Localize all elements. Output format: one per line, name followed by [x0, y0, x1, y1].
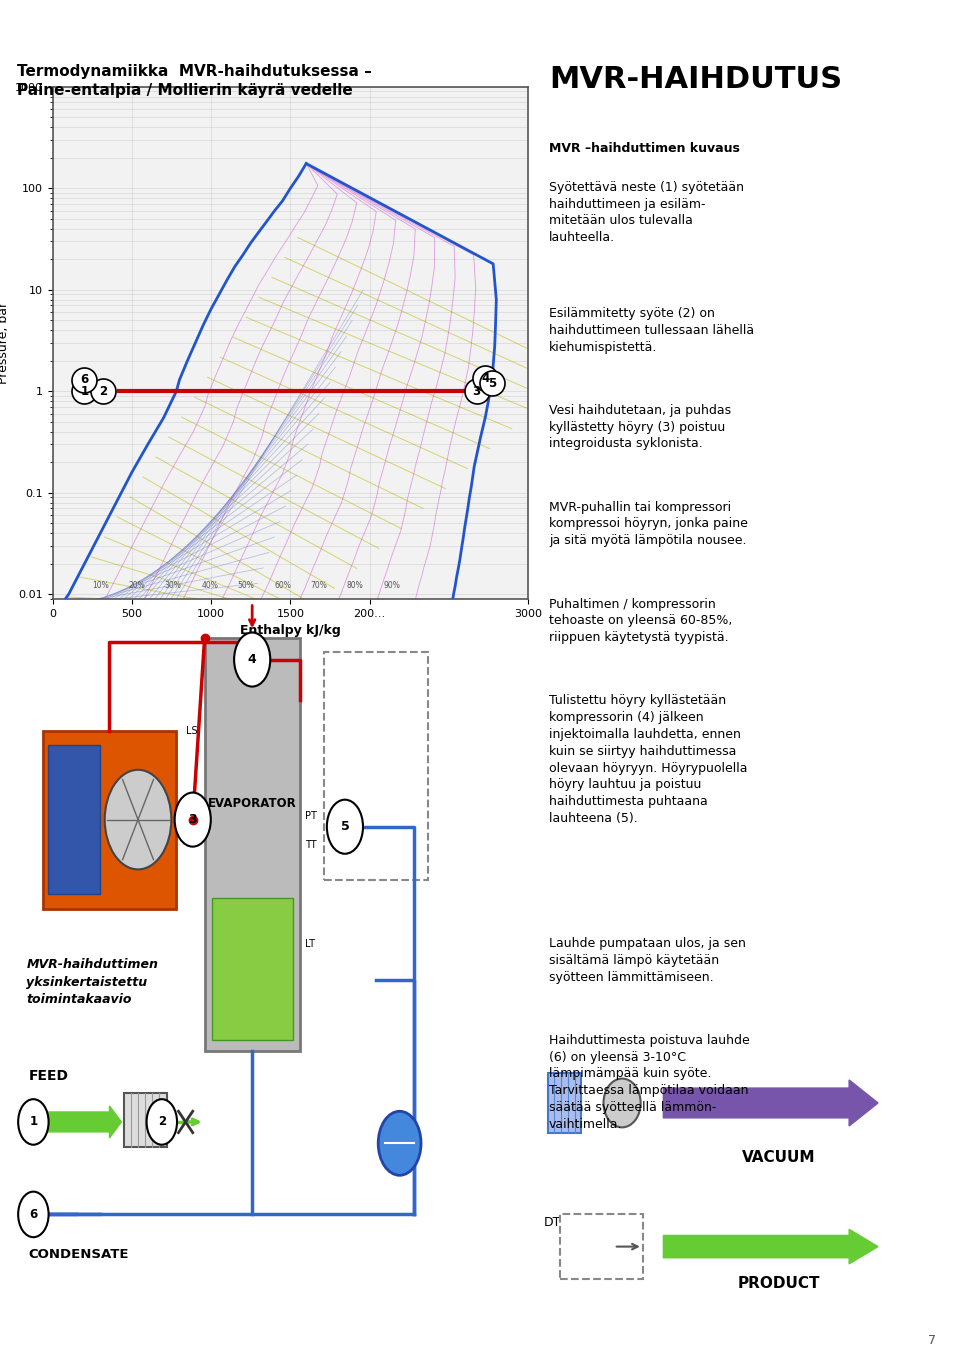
- Text: 5: 5: [341, 820, 349, 833]
- Text: 70%: 70%: [310, 581, 327, 591]
- Text: 2: 2: [100, 385, 108, 398]
- Text: Puhaltimen / kompressorin
tehoaste on yleensä 60-85%,
riippuen käytetystä tyypis: Puhaltimen / kompressorin tehoaste on yl…: [549, 598, 732, 644]
- Text: 40%: 40%: [202, 581, 218, 591]
- Text: 60%: 60%: [274, 581, 291, 591]
- Text: Syötettävä neste (1) syötetään
haihduttimeen ja esiläm-
mitetään ulos tulevalla
: Syötettävä neste (1) syötetään haihdutti…: [549, 180, 744, 244]
- Text: TT: TT: [305, 840, 317, 850]
- Text: 5: 5: [489, 377, 496, 390]
- Text: DT: DT: [543, 1215, 561, 1229]
- Bar: [48, 745, 100, 894]
- Text: FEED: FEED: [29, 1069, 68, 1083]
- Text: 6: 6: [81, 373, 88, 386]
- Bar: [43, 730, 176, 908]
- Circle shape: [175, 793, 211, 847]
- Text: 4: 4: [248, 653, 256, 667]
- X-axis label: Enthalpy kJ/kg: Enthalpy kJ/kg: [240, 625, 341, 637]
- FancyArrow shape: [663, 1080, 878, 1126]
- Bar: [124, 1093, 167, 1146]
- Bar: [204, 638, 300, 1051]
- Text: 1: 1: [81, 385, 88, 398]
- Text: 80%: 80%: [347, 581, 364, 591]
- Circle shape: [18, 1099, 49, 1145]
- Y-axis label: Pressure, bar: Pressure, bar: [0, 302, 10, 383]
- Text: MVR-puhallin tai kompressori
kompressoi höyryn, jonka paine
ja sitä myötä lämpöt: MVR-puhallin tai kompressori kompressoi …: [549, 500, 748, 547]
- Text: Tulistettu höyry kyllästetään
kompressorin (4) jälkeen
injektoimalla lauhdetta, : Tulistettu höyry kyllästetään kompressor…: [549, 694, 748, 825]
- Circle shape: [326, 799, 363, 854]
- Text: 6: 6: [29, 1207, 37, 1221]
- Bar: [548, 1073, 581, 1133]
- Text: MVR –haihduttimen kuvaus: MVR –haihduttimen kuvaus: [549, 142, 740, 156]
- Text: Lauhde pumpataan ulos, ja sen
sisältämä lämpö käytetään
syötteen lämmittämiseen.: Lauhde pumpataan ulos, ja sen sisältämä …: [549, 938, 746, 984]
- Bar: [561, 1214, 643, 1279]
- Text: LT: LT: [305, 939, 316, 948]
- Text: Haihduttimesta poistuva lauhde
(6) on yleensä 3-10°C
lämpimämpää kuin syöte.
Tar: Haihduttimesta poistuva lauhde (6) on yl…: [549, 1034, 750, 1131]
- Text: 90%: 90%: [383, 581, 400, 591]
- Circle shape: [378, 1111, 421, 1175]
- Text: 30%: 30%: [165, 581, 181, 591]
- Circle shape: [105, 770, 171, 870]
- Text: VACUUM: VACUUM: [742, 1150, 816, 1165]
- FancyArrow shape: [34, 1106, 121, 1138]
- Bar: [324, 652, 428, 881]
- Text: 3: 3: [472, 385, 481, 398]
- Text: CONDENSATE: CONDENSATE: [29, 1248, 130, 1260]
- Text: PRODUCT: PRODUCT: [737, 1276, 820, 1291]
- Text: LS: LS: [186, 726, 198, 736]
- Text: 3: 3: [188, 813, 197, 827]
- Text: EVAPORATOR: EVAPORATOR: [207, 797, 297, 810]
- FancyArrow shape: [663, 1229, 878, 1264]
- Circle shape: [18, 1191, 49, 1237]
- Text: Termodynamiikka  MVR-haihdutuksessa –
Paine-entalpia / Mollierin käyrä vedelle: Termodynamiikka MVR-haihdutuksessa – Pai…: [17, 64, 372, 98]
- Circle shape: [234, 633, 271, 687]
- Text: 20%: 20%: [129, 581, 145, 591]
- Text: MVR-haihduttimen
yksinkertaistettu
toimintakaavio: MVR-haihduttimen yksinkertaistettu toimi…: [26, 958, 158, 1007]
- Text: 10%: 10%: [92, 581, 108, 591]
- Bar: [212, 898, 293, 1041]
- Text: 50%: 50%: [238, 581, 254, 591]
- Text: PT: PT: [305, 812, 318, 821]
- Text: Esilämmitetty syöte (2) on
haihduttimeen tullessaan lähellä
kiehumispistettä.: Esilämmitetty syöte (2) on haihduttimeen…: [549, 306, 755, 354]
- Circle shape: [147, 1099, 177, 1145]
- Text: 1: 1: [30, 1115, 37, 1129]
- Circle shape: [604, 1079, 640, 1127]
- Text: Vesi haihdutetaan, ja puhdas
kyllästetty höyry (3) poistuu
integroidusta sykloni: Vesi haihdutetaan, ja puhdas kyllästetty…: [549, 404, 732, 450]
- Text: 4: 4: [481, 371, 490, 385]
- Text: 7: 7: [928, 1333, 936, 1347]
- Text: 2: 2: [157, 1115, 166, 1129]
- Text: MVR-HAIHDUTUS: MVR-HAIHDUTUS: [549, 65, 842, 93]
